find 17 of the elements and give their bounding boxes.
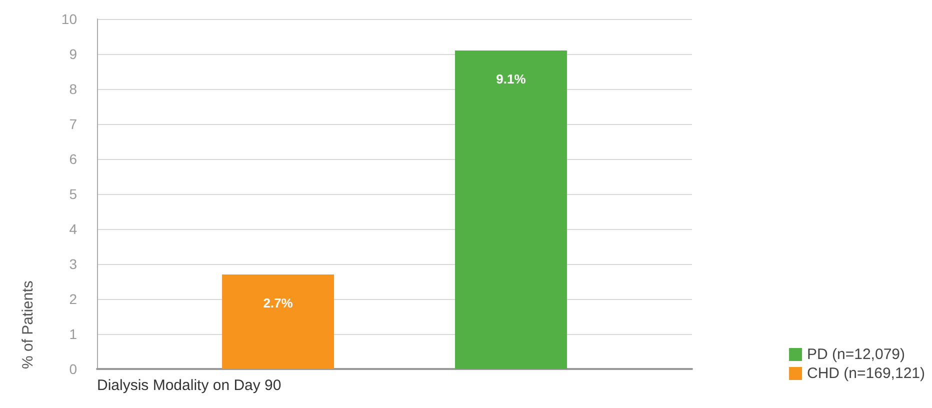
y-tick-label: 3 <box>69 256 78 272</box>
y-tick-label: 2 <box>69 291 78 307</box>
y-tick-label: 5 <box>69 186 78 202</box>
y-tick-label: 9 <box>69 46 78 62</box>
data-label: 9.1% <box>496 72 526 86</box>
legend-label: PD (n=12,079) <box>807 346 906 363</box>
x-axis-title: Dialysis Modality on Day 90 <box>97 377 282 394</box>
y-tick-label: 6 <box>69 151 78 167</box>
y-tick-label: 7 <box>69 116 78 132</box>
y-axis-title: % of Patients <box>20 280 36 369</box>
data-label: 2.7% <box>263 296 294 310</box>
y-tick-label: 8 <box>69 81 78 97</box>
y-tick-label: 1 <box>69 326 78 342</box>
y-tick-label: 10 <box>61 11 78 27</box>
y-tick-label: 0 <box>69 361 78 377</box>
legend-label: CHD (n=169,121) <box>807 365 926 382</box>
y-tick-label: 4 <box>69 221 78 237</box>
